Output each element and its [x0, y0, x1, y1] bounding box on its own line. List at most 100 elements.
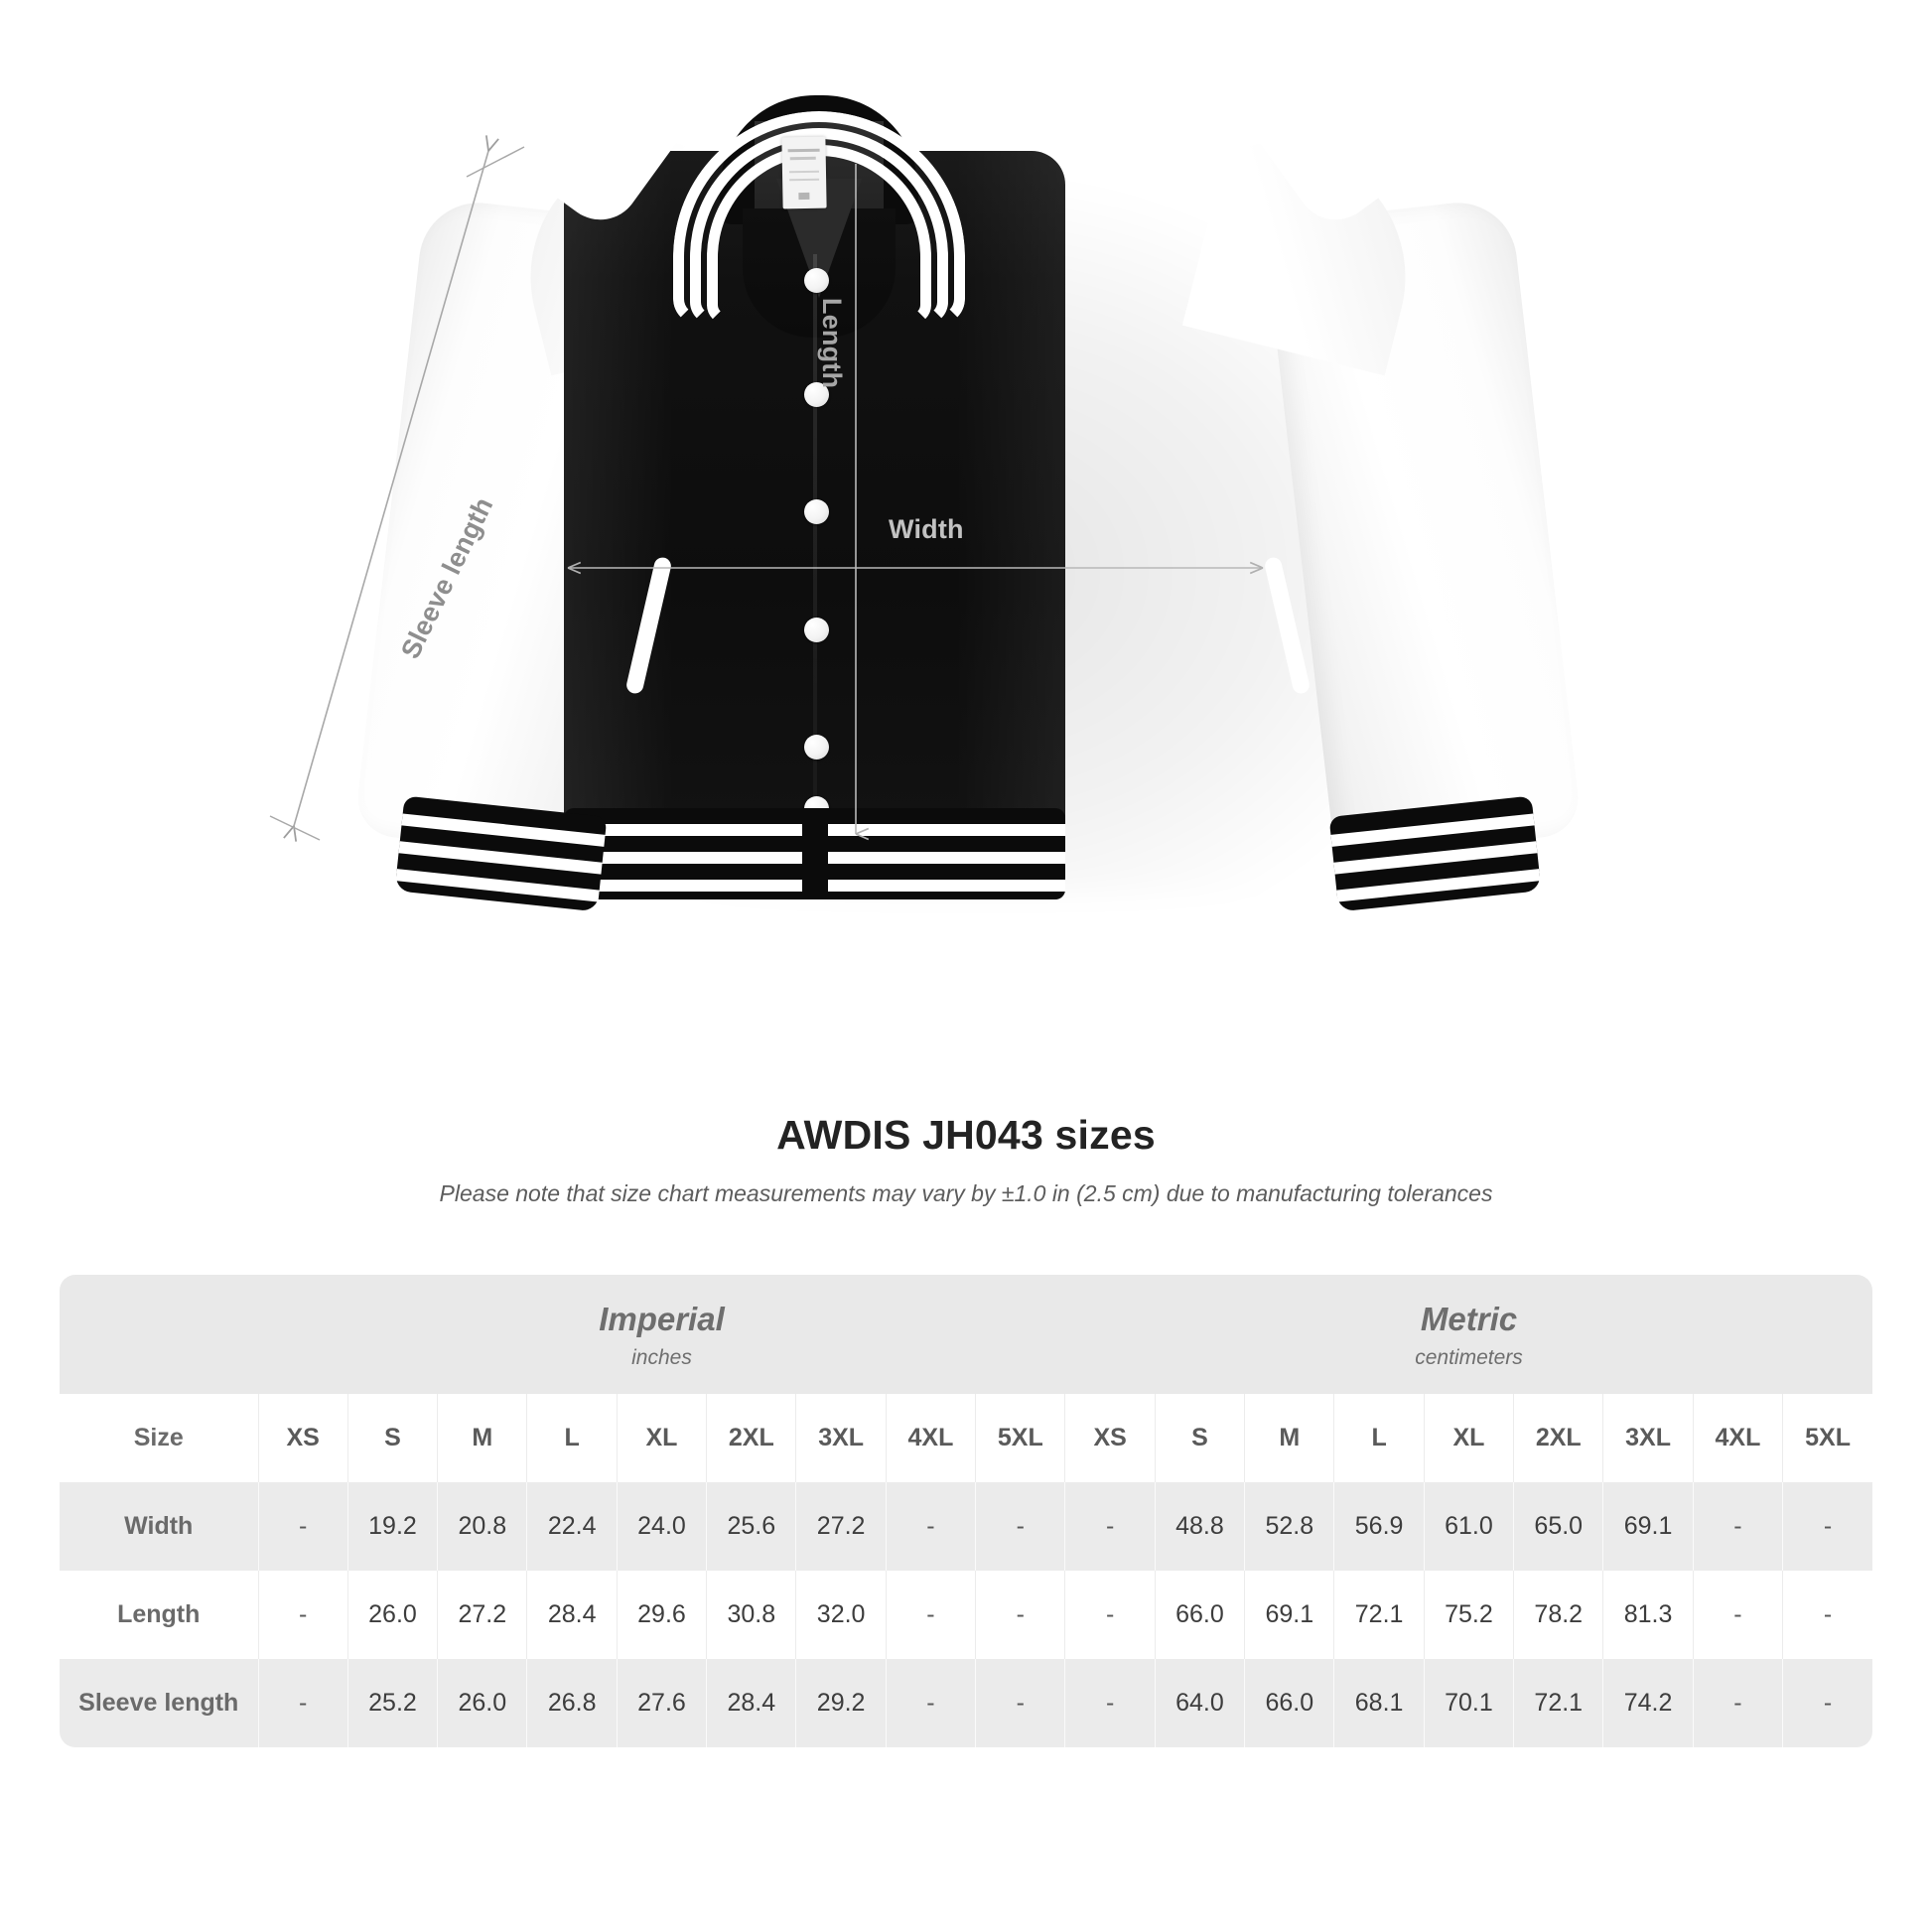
cell-sleeve-length-imperial-5xl: - [975, 1659, 1065, 1747]
size-header-metric-3xl: 3XL [1602, 1394, 1694, 1482]
cell-sleeve-length-imperial-m: 26.0 [437, 1659, 527, 1747]
cell-length-metric-5xl: - [1782, 1571, 1872, 1659]
cell-width-metric-2xl: 65.0 [1513, 1482, 1603, 1571]
cell-width-metric-3xl: 69.1 [1602, 1482, 1694, 1571]
size-header-metric-s: S [1154, 1394, 1245, 1482]
cell-sleeve-length-imperial-4xl: - [885, 1659, 976, 1747]
size-header-imperial-s: S [346, 1394, 438, 1482]
left-cuff [394, 795, 608, 912]
tolerance-note: Please note that size chart measurements… [439, 1180, 1493, 1206]
cell-width-imperial-2xl: 25.6 [706, 1482, 796, 1571]
cell-length-metric-s: 66.0 [1154, 1571, 1245, 1659]
page-title: AWDIS JH043 sizes [776, 1112, 1156, 1158]
unit-subtitle: inches [631, 1346, 692, 1369]
cell-sleeve-length-metric-xl: 70.1 [1423, 1659, 1514, 1747]
cell-length-metric-l: 72.1 [1333, 1571, 1425, 1659]
row-label-sleeve-length: Sleeve length [60, 1659, 258, 1747]
cell-sleeve-length-metric-3xl: 74.2 [1602, 1659, 1694, 1747]
hem-center-gap [802, 808, 828, 899]
size-header-metric-4xl: 4XL [1692, 1394, 1783, 1482]
cell-width-metric-5xl: - [1782, 1482, 1872, 1571]
size-header-metric-2xl: 2XL [1513, 1394, 1603, 1482]
cell-width-metric-xs: - [1064, 1482, 1156, 1571]
cell-width-metric-4xl: - [1692, 1482, 1783, 1571]
table-row: Sleeve length -25.2 26.0 26.8 27.6 28.4 29.2- -… [60, 1659, 1872, 1747]
cell-width-imperial-3xl: 27.2 [795, 1482, 887, 1571]
cell-width-imperial-5xl: - [975, 1482, 1065, 1571]
snap-button [804, 618, 829, 642]
size-header-imperial-xl: XL [616, 1394, 707, 1482]
sleeve-bottom-tick [269, 815, 321, 841]
cell-width-metric-m: 52.8 [1244, 1482, 1334, 1571]
collar-stripe-1 [673, 111, 965, 325]
cell-sleeve-length-imperial-2xl: 28.4 [706, 1659, 796, 1747]
cell-width-imperial-m: 20.8 [437, 1482, 527, 1571]
cell-sleeve-length-imperial-xs: - [257, 1659, 348, 1747]
cell-length-metric-4xl: - [1692, 1571, 1783, 1659]
size-header-metric-xl: XL [1423, 1394, 1514, 1482]
size-header-metric-5xl: 5XL [1782, 1394, 1872, 1482]
collar-stripe-2 [690, 128, 948, 325]
table-row: Length -26.0 27.2 28.4 29.6 30.8 32.0- - -66.0 69… [60, 1571, 1872, 1659]
snap-button [804, 382, 829, 407]
cell-sleeve-length-metric-l: 68.1 [1333, 1659, 1425, 1747]
cell-length-metric-3xl: 81.3 [1602, 1571, 1694, 1659]
size-header-imperial-xs: XS [257, 1394, 348, 1482]
cell-length-imperial-l: 28.4 [526, 1571, 618, 1659]
size-label-cell: Size [60, 1394, 258, 1482]
row-label-width: Width [60, 1482, 258, 1571]
cell-sleeve-length-imperial-l: 26.8 [526, 1659, 618, 1747]
cell-length-imperial-2xl: 30.8 [706, 1571, 796, 1659]
size-header-imperial-m: M [437, 1394, 527, 1482]
neck-care-label [781, 136, 827, 209]
cell-width-metric-xl: 61.0 [1423, 1482, 1514, 1571]
cell-length-imperial-m: 27.2 [437, 1571, 527, 1659]
cell-sleeve-length-metric-4xl: - [1692, 1659, 1783, 1747]
size-header-metric-xs: XS [1064, 1394, 1156, 1482]
row-label-length: Length [60, 1571, 258, 1659]
snap-button [804, 268, 829, 293]
unit-header-row: Imperial inches Metric centimeters [60, 1275, 1872, 1394]
size-table-wrapper: Imperial inches Metric centimeters Size XS S M L… [60, 1275, 1872, 1747]
snap-button [804, 735, 829, 759]
front-placket [813, 254, 817, 850]
size-header-metric-l: L [1333, 1394, 1425, 1482]
size-table: Imperial inches Metric centimeters Size XS S M L… [60, 1275, 1872, 1747]
unit-subtitle: centimeters [1415, 1346, 1523, 1369]
cell-length-imperial-3xl: 32.0 [795, 1571, 887, 1659]
cell-length-metric-2xl: 78.2 [1513, 1571, 1603, 1659]
cell-length-metric-xs: - [1064, 1571, 1156, 1659]
cell-length-imperial-4xl: - [885, 1571, 976, 1659]
size-header-imperial-2xl: 2XL [706, 1394, 796, 1482]
unit-corner-cell [60, 1275, 258, 1394]
snap-button [804, 499, 829, 524]
cell-length-metric-xl: 75.2 [1423, 1571, 1514, 1659]
cell-length-metric-m: 69.1 [1244, 1571, 1334, 1659]
cell-width-imperial-s: 19.2 [346, 1482, 438, 1571]
cell-length-imperial-s: 26.0 [346, 1571, 438, 1659]
unit-name: Metric [1420, 1301, 1518, 1337]
size-header-row: Size XS S M L XL 2XL 3XL 4XL 5XL XS S M L XL 2XL 3XL 4XL 5… [60, 1394, 1872, 1482]
cell-sleeve-length-metric-m: 66.0 [1244, 1659, 1334, 1747]
cell-length-imperial-xs: - [257, 1571, 348, 1659]
cell-sleeve-length-metric-5xl: - [1782, 1659, 1872, 1747]
cell-sleeve-length-metric-xs: - [1064, 1659, 1156, 1747]
cell-sleeve-length-imperial-s: 25.2 [346, 1659, 438, 1747]
cell-sleeve-length-metric-s: 64.0 [1154, 1659, 1245, 1747]
unit-cell-metric: Metric centimeters [1064, 1275, 1872, 1394]
cell-width-imperial-xs: - [257, 1482, 348, 1571]
varsity-jacket-illustration [328, 57, 1608, 912]
cell-sleeve-length-metric-2xl: 72.1 [1513, 1659, 1603, 1747]
product-image-area: Length Width Sleeve length [269, 57, 1608, 912]
size-header-imperial-l: L [526, 1394, 618, 1482]
size-header-metric-m: M [1244, 1394, 1334, 1482]
cell-width-metric-l: 56.9 [1333, 1482, 1425, 1571]
cell-width-imperial-l: 22.4 [526, 1482, 618, 1571]
cell-width-imperial-xl: 24.0 [616, 1482, 707, 1571]
size-header-imperial-3xl: 3XL [795, 1394, 887, 1482]
unit-cell-imperial: Imperial inches [258, 1275, 1065, 1394]
unit-name: Imperial [599, 1301, 725, 1337]
cell-sleeve-length-imperial-xl: 27.6 [616, 1659, 707, 1747]
size-header-imperial-4xl: 4XL [885, 1394, 976, 1482]
